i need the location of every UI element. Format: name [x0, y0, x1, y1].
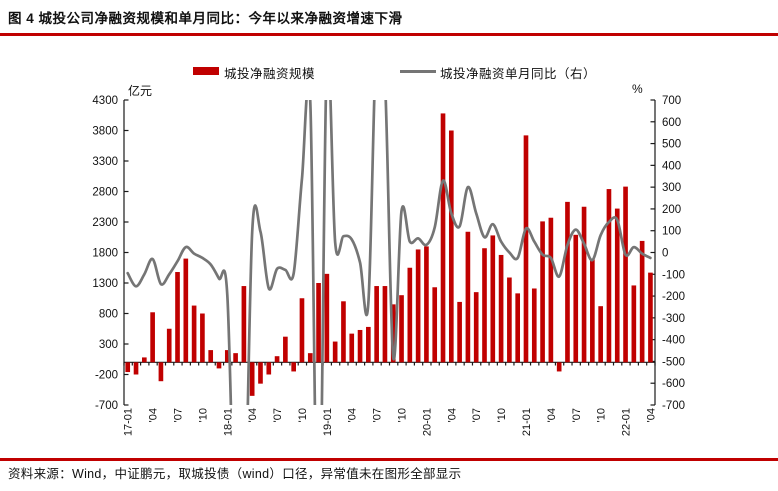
- svg-text:19-01: 19-01: [322, 408, 334, 436]
- svg-text:500: 500: [662, 139, 681, 151]
- footer-divider: [0, 458, 778, 461]
- svg-text:4300: 4300: [92, 95, 118, 107]
- svg-text:'04: '04: [247, 408, 259, 422]
- svg-text:1300: 1300: [92, 278, 118, 290]
- svg-text:1800: 1800: [92, 248, 118, 260]
- svg-text:800: 800: [99, 309, 118, 321]
- svg-text:'07: '07: [173, 408, 185, 422]
- x-axis-tick-labels: 17-01 '04 '07 '10 18-01 '04 '07 '10 19-01 '04 '07 '…: [123, 408, 658, 436]
- svg-text:21-01: 21-01: [521, 408, 533, 436]
- svg-text:'04: '04: [446, 408, 458, 422]
- source-note: 资料来源：Wind，中证鹏元，取城投债（wind）口径，异常值未在图形全部显示: [8, 467, 462, 481]
- svg-text:'10: '10: [297, 408, 309, 422]
- svg-text:3800: 3800: [92, 126, 118, 138]
- svg-text:3300: 3300: [92, 156, 118, 168]
- legend-line-swatch: [400, 70, 436, 74]
- legend-line-label: 城投净融资单月同比（右）: [440, 67, 597, 81]
- svg-text:2800: 2800: [92, 187, 118, 199]
- svg-text:17-01: 17-01: [123, 408, 135, 436]
- left-axis-tick-labels: 4300 3800 3300 2800 2300 1800 1300 800 300 -200 -7…: [92, 95, 118, 412]
- svg-text:'07: '07: [571, 408, 583, 422]
- svg-text:-400: -400: [662, 335, 685, 347]
- title-underline: [0, 33, 778, 36]
- legend-bar-swatch: [193, 67, 219, 75]
- right-axis-unit: %: [632, 82, 643, 96]
- svg-text:18-01: 18-01: [222, 408, 234, 436]
- svg-text:'04: '04: [148, 408, 160, 422]
- figure-title: 图 4 城投公司净融资规模和单月同比：今年以来净融资增速下滑: [8, 11, 403, 26]
- line-series: [126, 100, 652, 405]
- svg-text:-100: -100: [662, 269, 685, 281]
- svg-text:200: 200: [662, 204, 681, 216]
- right-axis-tick-labels: 700 600 500 400 300 200 100 0 -100 -200 -300 -400 -5…: [662, 95, 685, 412]
- svg-text:'10: '10: [197, 408, 209, 422]
- svg-text:'07: '07: [471, 408, 483, 422]
- bars-series: [125, 113, 653, 396]
- svg-text:600: 600: [662, 117, 681, 129]
- svg-text:-600: -600: [662, 378, 685, 390]
- svg-text:'07: '07: [372, 408, 384, 422]
- svg-text:20-01: 20-01: [421, 408, 433, 436]
- svg-text:'04: '04: [546, 408, 558, 422]
- legend-bar-label: 城投净融资规模: [224, 67, 316, 81]
- svg-text:'04: '04: [347, 408, 359, 422]
- svg-text:-200: -200: [95, 370, 118, 382]
- svg-text:300: 300: [662, 182, 681, 194]
- svg-text:100: 100: [662, 226, 681, 238]
- svg-text:-700: -700: [662, 400, 685, 412]
- svg-text:2300: 2300: [92, 217, 118, 229]
- svg-text:'10: '10: [397, 408, 409, 422]
- svg-text:0: 0: [662, 248, 668, 260]
- svg-text:700: 700: [662, 95, 681, 107]
- svg-text:-200: -200: [662, 291, 685, 303]
- svg-text:-500: -500: [662, 356, 685, 368]
- svg-text:-700: -700: [95, 400, 118, 412]
- svg-text:'10: '10: [596, 408, 608, 422]
- left-axis-unit: 亿元: [128, 84, 153, 98]
- svg-text:'10: '10: [496, 408, 508, 422]
- svg-text:300: 300: [99, 339, 118, 351]
- svg-text:22-01: 22-01: [621, 408, 633, 436]
- svg-text:'07: '07: [272, 408, 284, 422]
- svg-text:400: 400: [662, 160, 681, 172]
- svg-text:-300: -300: [662, 313, 685, 325]
- svg-text:'04: '04: [645, 408, 657, 422]
